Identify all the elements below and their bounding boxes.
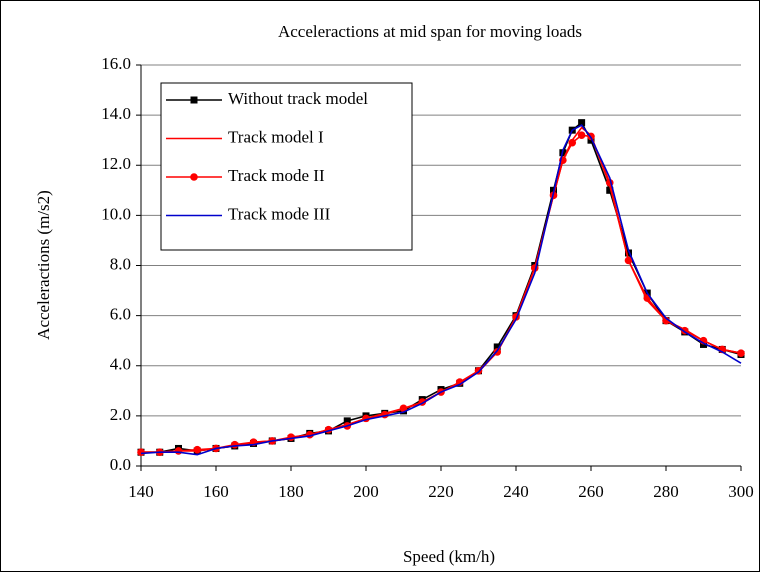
x-tick-label: 300: [728, 482, 754, 501]
marker: [737, 349, 745, 358]
y-axis-label: Acceleractions (m/s2): [34, 190, 53, 340]
series-line: [140, 124, 742, 456]
y-tick-label: 2.0: [110, 405, 131, 424]
marker: [343, 417, 351, 425]
marker: [606, 186, 614, 194]
legend-label: Track model I: [228, 127, 324, 146]
marker: [174, 447, 183, 455]
chart-title: Acceleractions at mid span for moving lo…: [278, 22, 582, 41]
x-tick-label: 160: [203, 482, 229, 501]
y-tick-label: 0.0: [110, 455, 131, 474]
marker: [577, 131, 586, 139]
x-tick-label: 280: [653, 482, 679, 501]
marker: [287, 433, 295, 441]
x-tick-label: 240: [503, 482, 529, 501]
y-tick-label: 4.0: [110, 355, 131, 374]
y-tick-label: 16.0: [101, 54, 131, 73]
y-tick-label: 8.0: [110, 254, 131, 273]
y-tick-label: 6.0: [110, 305, 131, 324]
marker: [230, 440, 239, 449]
x-tick-label: 200: [353, 482, 379, 501]
legend-label: Track mode II: [228, 166, 325, 185]
legend-box: [160, 82, 413, 251]
legend-label: Without track model: [228, 89, 368, 108]
marker: [493, 343, 501, 351]
x-tick-label: 140: [128, 482, 154, 501]
y-tick-label: 12.0: [101, 154, 131, 173]
x-tick-label: 220: [428, 482, 454, 501]
marker: [399, 404, 408, 413]
x-tick-label: 260: [578, 482, 604, 501]
marker: [578, 119, 586, 127]
marker: [568, 138, 577, 147]
marker: [137, 448, 145, 457]
x-axis-label: Speed (km/h): [403, 547, 495, 566]
marker: [625, 249, 632, 257]
y-tick-label: 14.0: [101, 104, 131, 123]
marker: [193, 445, 202, 454]
x-tick-label: 180: [278, 482, 304, 501]
y-tick-label: 10.0: [101, 204, 131, 223]
legend-label: Track mode III: [228, 204, 331, 223]
marker: [624, 256, 633, 265]
legend-marker: [190, 96, 198, 104]
legend-marker: [190, 173, 198, 181]
